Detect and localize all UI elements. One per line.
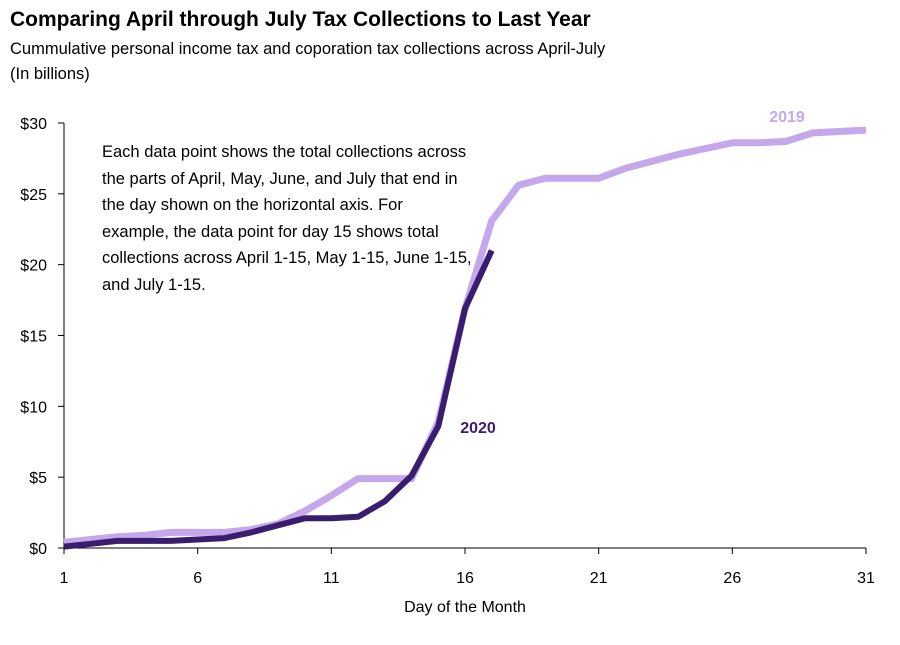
y-tick-label: $20	[20, 258, 47, 275]
y-tick-label: $10	[20, 399, 47, 416]
chart-title: Comparing April through July Tax Collect…	[10, 8, 591, 31]
x-tick-label: 26	[723, 570, 741, 587]
x-tick-label: 1	[60, 570, 69, 587]
x-tick-label: 16	[456, 570, 474, 587]
y-tick-label: $30	[20, 116, 47, 133]
series-lines	[63, 126, 867, 550]
x-tick-label: 31	[857, 570, 875, 587]
x-axis-title: Day of the Month	[404, 599, 526, 616]
series-label-2019: 2019	[769, 109, 805, 126]
units-note: (In billions)	[10, 65, 90, 83]
y-tick-label: $15	[20, 329, 47, 346]
y-tick-label: $0	[29, 541, 47, 558]
x-tick-label: 21	[590, 570, 608, 587]
x-tick-label: 11	[323, 570, 340, 587]
y-tick-label: $5	[29, 470, 47, 487]
chart-subtitle: Cummulative personal income tax and copo…	[10, 40, 606, 58]
series-line-2020	[63, 249, 495, 550]
axes	[58, 122, 867, 554]
x-tick-label: 6	[193, 570, 202, 587]
series-label-2020: 2020	[460, 420, 496, 437]
chart-annotation: Each data point shows the total collecti…	[102, 143, 472, 294]
y-tick-label: $25	[20, 187, 47, 204]
